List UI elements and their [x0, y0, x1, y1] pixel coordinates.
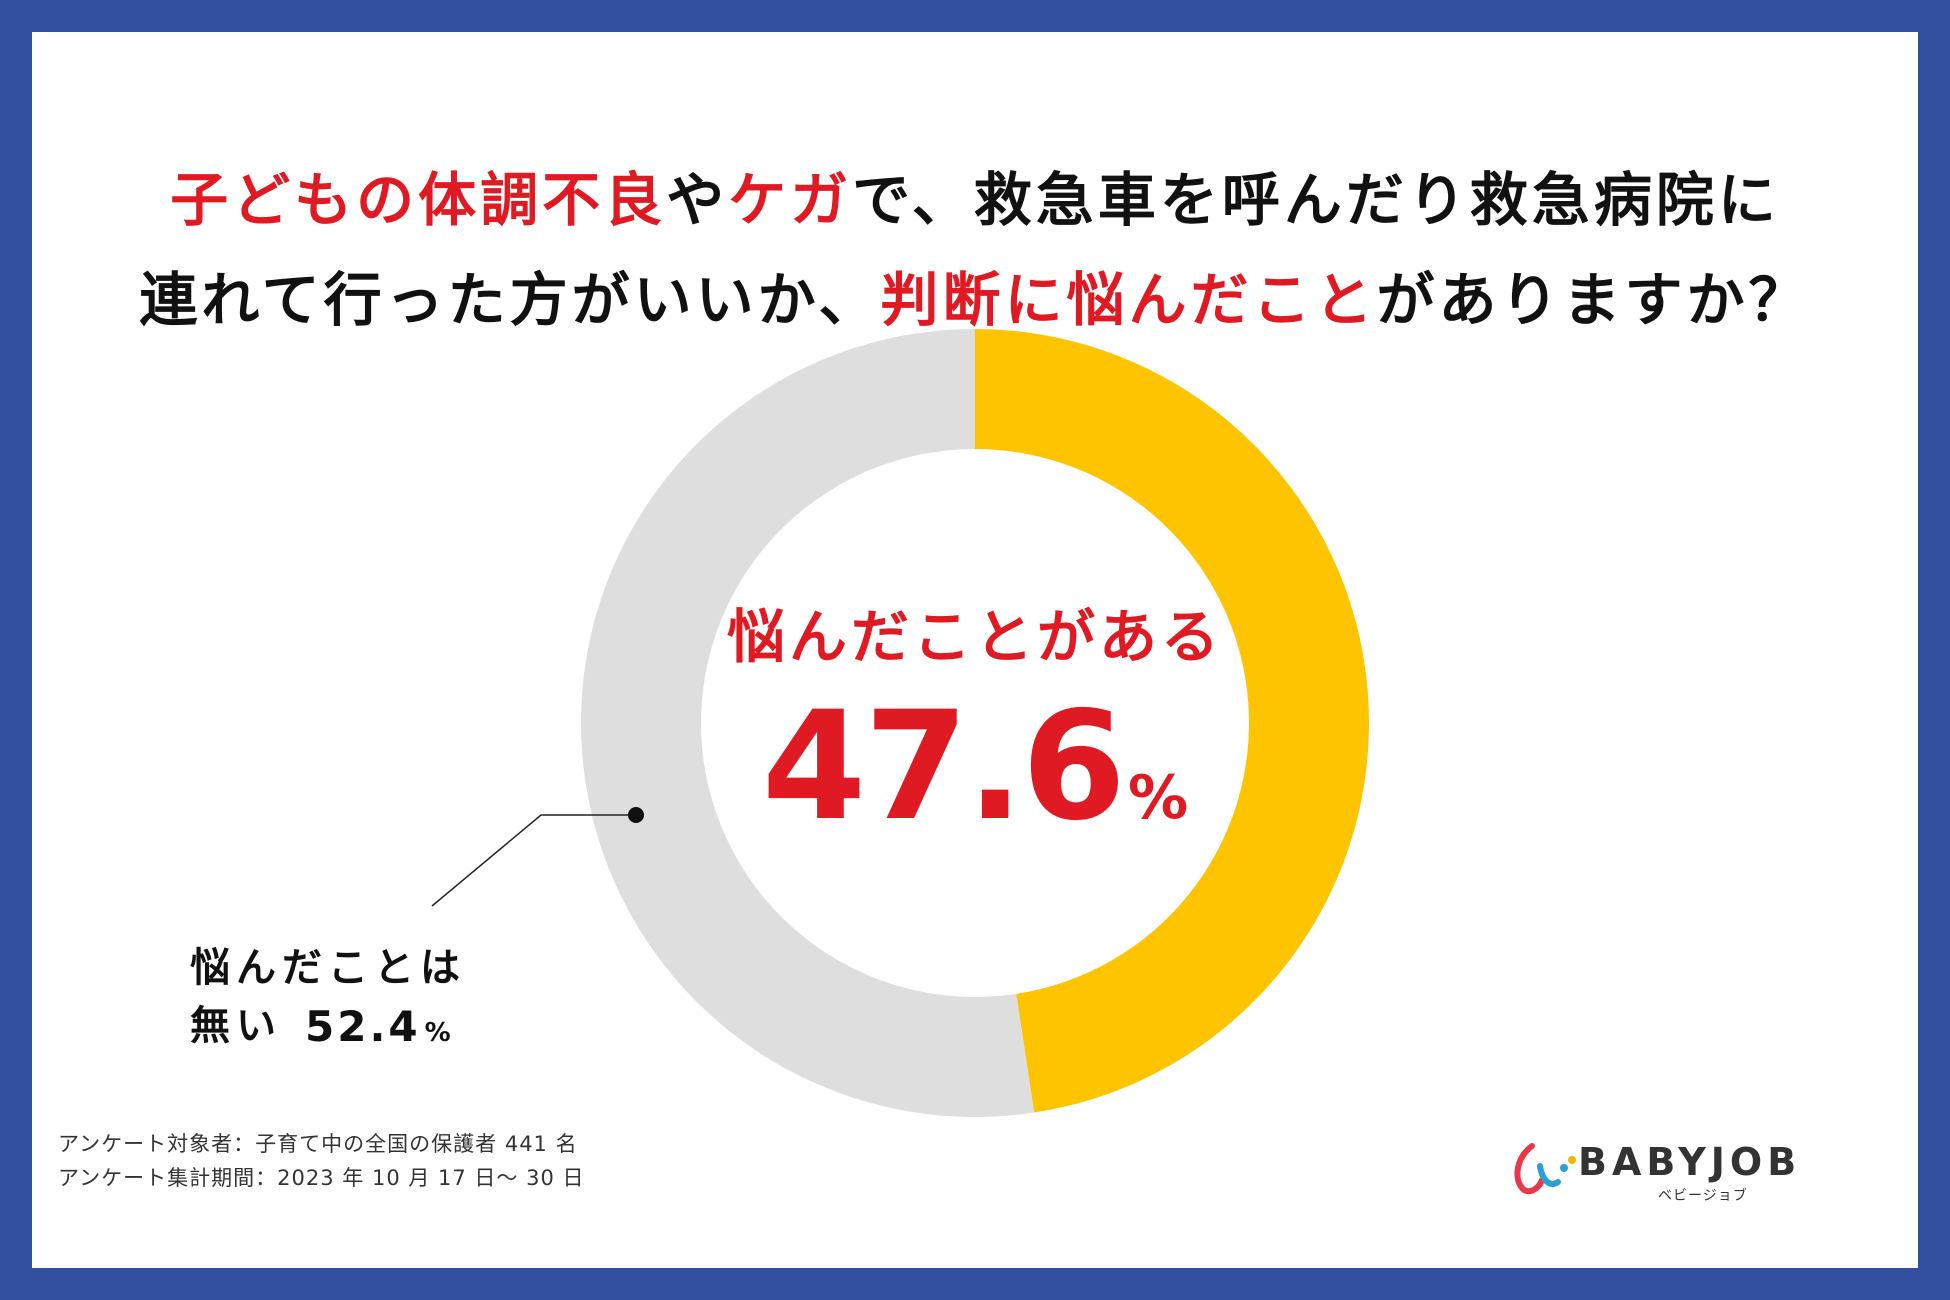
slice-value-no-number: 52.4 [305, 1002, 421, 1051]
title-line-1-segment-3: で、救急車を呼んだり救急病院に [852, 166, 1780, 234]
slice-value-yes-unit: % [1127, 763, 1189, 833]
donut-slice-0 [975, 329, 1369, 1113]
title-line-2: 連れて行った方がいいか、判断に悩んだことがありますか？ [32, 250, 1918, 350]
survey-target-note: アンケート対象者：子育て中の全国の保護者 441 名 [58, 1132, 578, 1156]
title-line-2-segment-0: 連れて行った方がいいか、 [139, 266, 881, 334]
title-line-1-segment-1: や [666, 166, 729, 234]
leader-dot [628, 807, 644, 823]
babyjob-logo: BABYJOB ベビージョブ [1498, 1132, 1838, 1204]
slice-value-no-unit: % [424, 1018, 454, 1048]
logo-wordmark: BABYJOB [1578, 1140, 1802, 1184]
slice-label-yes: 悩んだことがある [726, 603, 1223, 671]
title-line-1: 子どもの体調不良やケガで、救急車を呼んだり救急病院に [32, 150, 1918, 250]
title-line-1-segment-0: 子どもの体調不良 [170, 166, 667, 234]
slice-value-yes-number: 47.6 [761, 680, 1126, 854]
slice-label-no: 悩んだことは無い [190, 945, 466, 1049]
slice-value-no: 52.4% [305, 1002, 605, 1051]
survey-period-note: アンケート集計期間：2023 年 10 月 17 日～ 30 日 [58, 1166, 585, 1190]
chart-title: 子どもの体調不良やケガで、救急車を呼んだり救急病院に 連れて行った方がいいか、判… [32, 150, 1918, 350]
title-line-2-segment-2: がありますか？ [1376, 266, 1811, 334]
title-line-2-segment-1: 判断に悩んだこと [880, 266, 1377, 334]
logo-subtext: ベビージョブ [1658, 1188, 1748, 1204]
title-line-1-segment-2: ケガ [728, 166, 853, 234]
leader-line [431, 814, 636, 907]
slice-value-yes: 47.6% [675, 680, 1275, 854]
babyjob-logo-mark-icon [1514, 1143, 1576, 1195]
donut-slice-1 [580, 329, 1035, 1117]
